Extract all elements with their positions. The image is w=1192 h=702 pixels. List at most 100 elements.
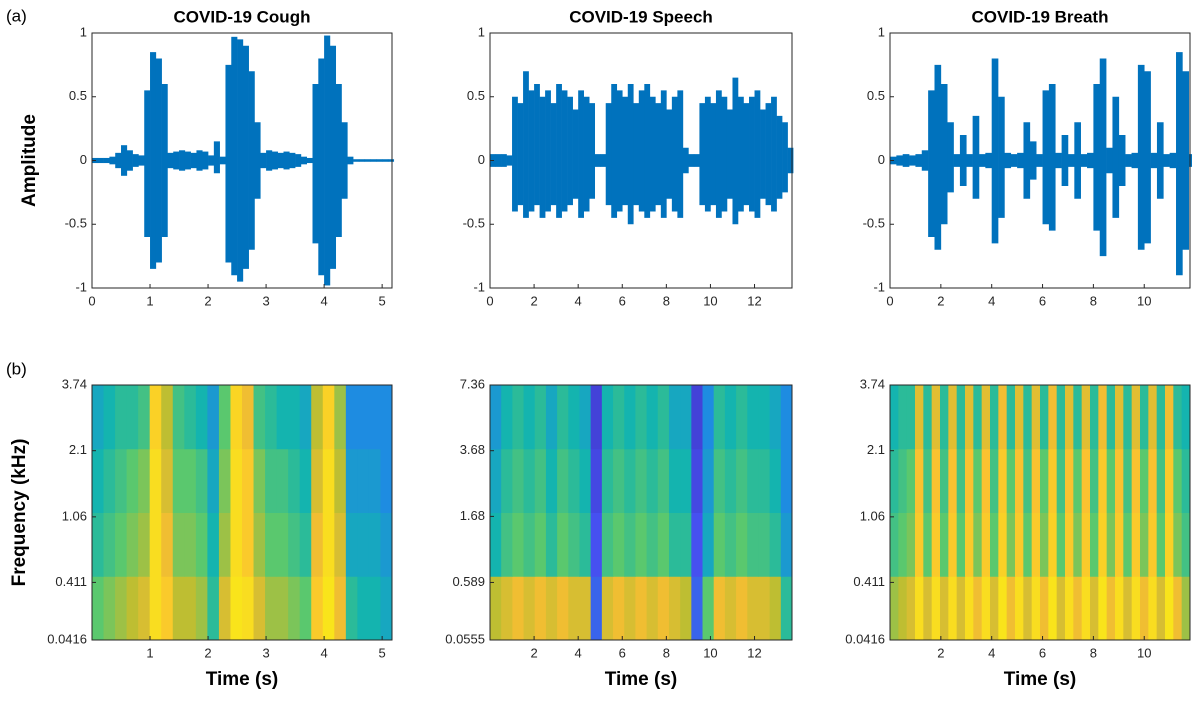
spectrogram-cell (195, 576, 208, 641)
spectrogram-cell (1098, 385, 1108, 450)
waveform-segment (1080, 154, 1088, 167)
spectrogram-cell (195, 448, 208, 513)
y-tick-label: -1 (873, 279, 885, 294)
spectrogram-cell (1040, 576, 1049, 641)
spectrogram-cell (149, 385, 162, 450)
spectrogram-cell (1073, 576, 1083, 641)
waveform-segment (277, 152, 284, 169)
spectrogram-cell (149, 448, 162, 513)
x-tick-label: 10 (703, 645, 717, 660)
spectrogram-cell (931, 512, 941, 577)
spectrogram-cell (207, 448, 220, 513)
spectrogram-cell (1015, 385, 1024, 450)
x-tick-label: 4 (575, 645, 582, 660)
chart-title: COVID-19 Speech (569, 7, 713, 26)
x-tick-label: 12 (747, 645, 761, 660)
x-tick-label: 6 (619, 293, 626, 308)
spectrogram-cell (126, 385, 139, 450)
x-tick-label: 4 (320, 645, 327, 660)
x-tick-label: 2 (937, 293, 944, 308)
waveform-segment (219, 156, 226, 165)
spectrogram-cell (92, 512, 105, 577)
waveform-segment (649, 96, 656, 212)
waveform-segment (915, 154, 923, 167)
waveform-segment (295, 154, 302, 167)
y-tick-label: 0 (478, 152, 485, 167)
waveform-segment (550, 103, 557, 206)
spectrogram-cell (579, 448, 592, 513)
spectrogram-cell (990, 385, 999, 450)
waveform-segment (155, 58, 162, 263)
spectrogram-cell (998, 512, 1008, 577)
spectrogram-cell (948, 512, 958, 577)
spectrogram-cell (1140, 385, 1149, 450)
spectrogram-cell (747, 576, 759, 641)
spectrogram-cell (1090, 512, 1099, 577)
waveform-segment (260, 152, 267, 169)
spectrogram-cell (1048, 576, 1058, 641)
spectrogram-cell (288, 448, 301, 513)
waveform-segment (539, 96, 546, 218)
spectrogram-cell (657, 448, 670, 513)
y-axis-label: Frequency (kHz) (9, 439, 30, 587)
spectrogram-cell (956, 385, 966, 450)
spectrogram-cell (1106, 512, 1116, 577)
spectrogram-cell (230, 576, 243, 641)
waveform-segment (928, 90, 935, 237)
spectrogram-cell (736, 512, 748, 577)
spectrogram-cell (1040, 512, 1049, 577)
waveform-segment (583, 96, 590, 212)
y-tick-label: 0.0416 (47, 631, 87, 646)
spectrogram-cell (230, 448, 243, 513)
spectrogram-cell (680, 576, 692, 641)
spectrogram-cell (557, 512, 569, 577)
spectrogram-cell (624, 576, 636, 641)
waveform-segment (749, 96, 755, 212)
x-tick-label: 0 (88, 293, 95, 308)
spectrogram-cell (1081, 576, 1091, 641)
spectrogram-cell (724, 576, 737, 641)
waveform-segment (517, 103, 524, 206)
spectrogram-cell (242, 512, 255, 577)
spectrogram-cell (568, 576, 580, 641)
spectrogram-cell (1098, 512, 1108, 577)
spectrogram-cell (713, 448, 726, 513)
spectrogram-cell (613, 385, 625, 450)
waveform-segment (1061, 135, 1069, 186)
spectrogram-cell (534, 512, 547, 577)
waveform-segment (682, 147, 689, 174)
y-tick-label: 1.68 (460, 508, 485, 523)
x-axis-label: Time (s) (605, 669, 678, 690)
spectrogram-cell (940, 576, 949, 641)
spectrogram-cell (915, 512, 924, 577)
x-tick-label: 4 (988, 645, 995, 660)
spectrogram-cell (195, 385, 208, 450)
waveform-segment (324, 35, 331, 286)
spectrogram-cell (981, 385, 991, 450)
spectrogram-cell (345, 512, 358, 577)
waveform-segment (699, 103, 706, 206)
spectrogram-cell (276, 576, 289, 641)
y-tick-label: -1 (75, 279, 87, 294)
waveform-segment (902, 154, 910, 167)
y-tick-label: -0.5 (863, 216, 885, 231)
spectrogram-cell (138, 448, 151, 513)
spectrogram-cell (998, 576, 1008, 641)
spectrogram-cell (1181, 576, 1191, 641)
waveform-segment (1176, 52, 1183, 276)
spectrogram-cell (965, 576, 974, 641)
spectrogram-cell (890, 576, 899, 641)
spectrogram-cell (311, 385, 324, 450)
y-tick-label: 0.411 (55, 574, 87, 589)
spectrogram-cell (138, 576, 151, 641)
spectrogram-cell (322, 576, 335, 641)
x-tick-label: 6 (619, 645, 626, 660)
waveform-segment (693, 154, 700, 167)
spectrogram-cell (1173, 385, 1183, 450)
spectrogram-cell (207, 576, 220, 641)
spectrogram-cell (161, 576, 174, 641)
spectrogram-cell (103, 448, 116, 513)
spectrogram-cell (579, 385, 592, 450)
x-tick-label: 12 (747, 293, 761, 308)
spectrogram-cell (115, 576, 128, 641)
